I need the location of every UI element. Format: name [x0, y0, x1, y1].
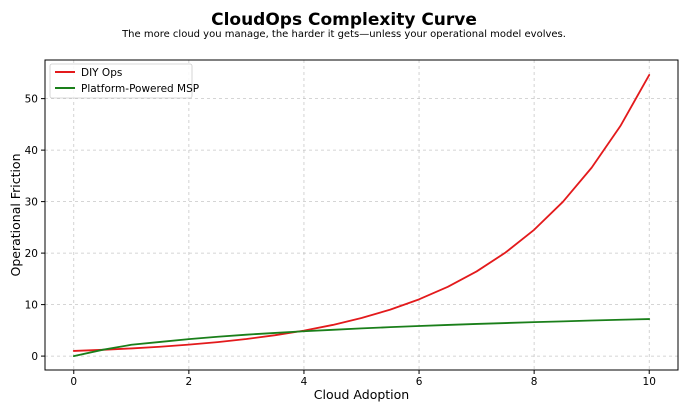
- y-tick-label: 50: [25, 93, 38, 105]
- legend: DIY Ops Platform-Powered MSP: [49, 63, 199, 99]
- legend-label-diy-ops: DIY Ops: [81, 67, 122, 79]
- y-axis-label: Operational Friction: [8, 153, 23, 276]
- tick-layer: 0 2 4 6 8 10 0 10 20 30 40 50: [25, 93, 656, 388]
- series-layer: [72, 74, 651, 358]
- x-tick-label: 0: [70, 376, 77, 388]
- y-tick-label: 30: [25, 196, 38, 208]
- y-tick-label: 10: [25, 299, 38, 311]
- y-tick-label: 20: [25, 248, 38, 260]
- x-tick-label: 2: [186, 376, 193, 388]
- x-tick-label: 10: [643, 376, 656, 388]
- legend-box: [49, 63, 193, 99]
- y-tick-label: 0: [31, 351, 38, 363]
- legend-label-platform-msp: Platform-Powered MSP: [81, 83, 199, 95]
- y-tick-label: 40: [25, 145, 38, 157]
- x-tick-label: 8: [531, 376, 538, 388]
- plot-frame: [44, 59, 679, 371]
- x-axis-label: Cloud Adoption: [314, 387, 409, 402]
- series-line-diy-ops: [72, 74, 651, 352]
- chart-subtitle: The more cloud you manage, the harder it…: [121, 29, 566, 40]
- x-tick-label: 6: [416, 376, 423, 388]
- series-line-platform-msp: [72, 318, 651, 358]
- chart-title: CloudOps Complexity Curve: [211, 10, 477, 30]
- grid-layer: [45, 60, 678, 370]
- x-tick-label: 4: [301, 376, 308, 388]
